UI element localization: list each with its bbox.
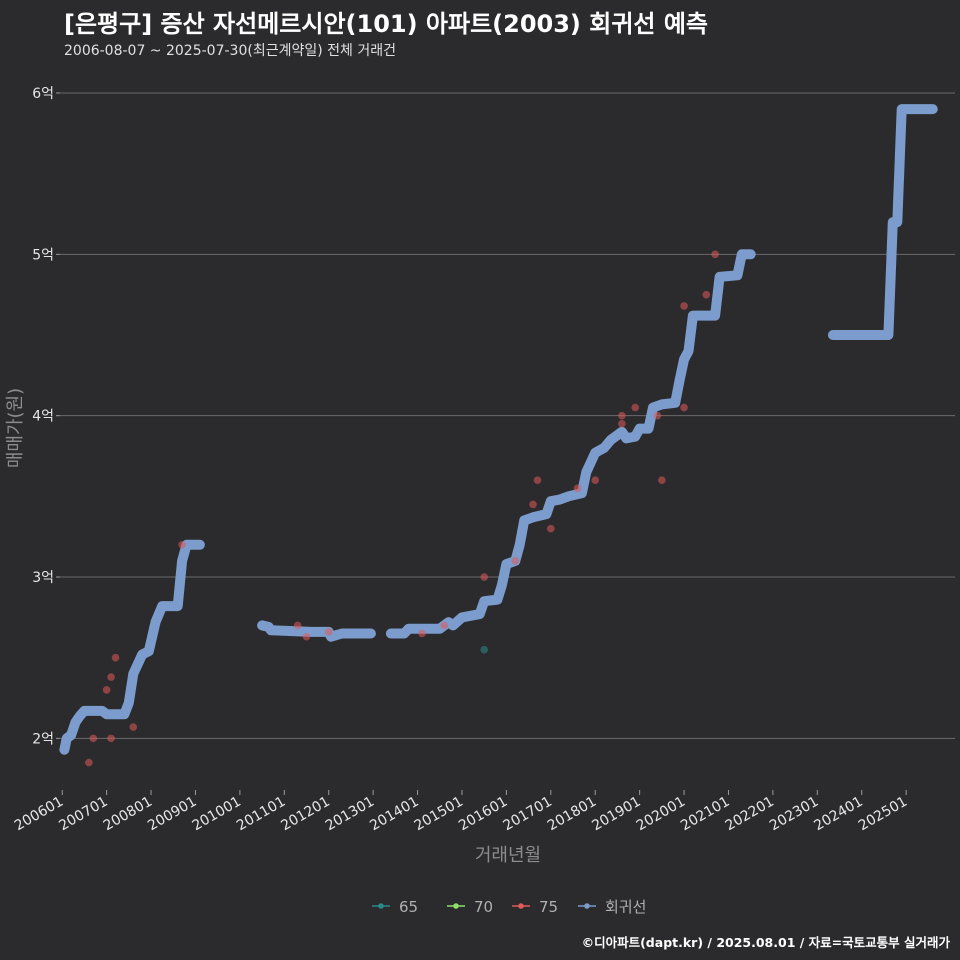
data-point-75 — [178, 540, 186, 549]
legend-key-dot — [378, 903, 384, 909]
data-point-75 — [547, 524, 555, 533]
data-point-75 — [89, 734, 98, 743]
legend-key-dot — [584, 903, 590, 909]
x-tick-label: 200601 — [12, 794, 66, 835]
y-tick-label: 3억 — [32, 570, 54, 586]
x-tick-label: 201301 — [323, 794, 377, 835]
y-axis-label: 매매가(원) — [5, 388, 26, 468]
legend: 65 70 75 회귀선 — [372, 898, 646, 916]
credit-text: ©디아파트(dapt.kr) / 2025.08.01 / 자료=국토교통부 실… — [581, 935, 950, 950]
regression-line-segment — [385, 249, 756, 639]
legend-label: 회귀선 — [605, 898, 646, 916]
data-point-75 — [680, 403, 688, 412]
legend-item-75: 75 — [512, 898, 558, 916]
data-point-75 — [591, 476, 600, 485]
data-point-75 — [702, 290, 711, 299]
x-tick-label: 202401 — [811, 794, 865, 835]
data-point-75 — [129, 723, 138, 731]
chart-subtitle: 2006-08-07 ~ 2025-07-30(최근계약일) 전체 거래건 — [64, 43, 396, 59]
data-point-75 — [680, 302, 688, 310]
regression-line-segment — [59, 539, 205, 755]
x-tick-label: 201201 — [278, 794, 332, 835]
y-tick-label: 4억 — [32, 409, 54, 425]
legend-item-65: 65 — [372, 898, 418, 916]
data-point-75 — [631, 403, 639, 412]
data-point-75 — [85, 758, 93, 767]
data-point-65 — [480, 645, 488, 654]
data-point-75 — [293, 621, 302, 630]
data-point-75 — [573, 484, 582, 493]
y-tick-label: 5억 — [32, 247, 54, 263]
data-point-75 — [418, 629, 426, 638]
legend-label: 65 — [399, 898, 418, 916]
x-tick-label: 201501 — [412, 794, 466, 835]
grid-lines — [60, 92, 955, 739]
x-axis-label: 거래년월 — [475, 845, 541, 866]
data-point-75 — [711, 250, 719, 259]
data-point-75 — [653, 411, 662, 420]
data-point-75 — [107, 734, 115, 743]
legend-key-dot — [518, 903, 524, 909]
legend-label: 70 — [474, 898, 493, 916]
y-axis-ticks: 2억 3억 4억 5억 6억 — [32, 86, 60, 747]
x-tick-label: 202001 — [634, 794, 688, 835]
y-tick-label: 2억 — [32, 731, 54, 747]
x-tick-label: 202501 — [856, 794, 910, 835]
x-tick-label: 200901 — [145, 794, 199, 835]
legend-item-reg: 회귀선 — [578, 898, 646, 916]
data-point-75 — [533, 476, 542, 485]
x-tick-label: 200701 — [56, 794, 110, 835]
regression-line-segment — [257, 620, 376, 642]
y-tick-label: 6억 — [32, 86, 54, 102]
data-point-75 — [302, 632, 311, 641]
data-point-75 — [480, 573, 488, 581]
data-point-75 — [511, 557, 520, 565]
data-point-75 — [529, 500, 537, 509]
x-tick-label: 201001 — [190, 794, 244, 835]
data-point-75 — [618, 411, 626, 420]
regression-line-segment — [827, 104, 938, 340]
legend-item-70: 70 — [447, 898, 493, 916]
x-tick-label: 202101 — [678, 794, 732, 835]
x-axis-ticks: 2006012007012008012009012010012011012012… — [12, 790, 910, 834]
data-point-75 — [324, 628, 333, 636]
regression-line-series — [59, 104, 938, 755]
x-tick-label: 201901 — [589, 794, 643, 835]
scatter-points — [85, 250, 719, 767]
data-point-75 — [102, 686, 111, 694]
data-point-75 — [658, 476, 666, 485]
data-point-75 — [111, 653, 120, 662]
chart-title: [은평구] 증산 자선메르시안(101) 아파트(2003) 회귀선 예측 — [64, 10, 709, 38]
x-tick-label: 202301 — [767, 794, 821, 835]
x-tick-label: 201701 — [501, 794, 555, 835]
x-tick-label: 202201 — [723, 794, 777, 835]
legend-label: 75 — [539, 898, 558, 916]
x-tick-label: 200801 — [101, 794, 155, 835]
x-tick-label: 201601 — [456, 794, 510, 835]
data-point-75 — [440, 621, 449, 630]
x-tick-label: 201401 — [367, 794, 421, 835]
data-point-75 — [107, 673, 115, 681]
data-point-75 — [618, 419, 626, 428]
x-tick-label: 201801 — [545, 794, 599, 835]
legend-key-dot — [453, 903, 459, 909]
x-tick-label: 201101 — [234, 794, 288, 835]
